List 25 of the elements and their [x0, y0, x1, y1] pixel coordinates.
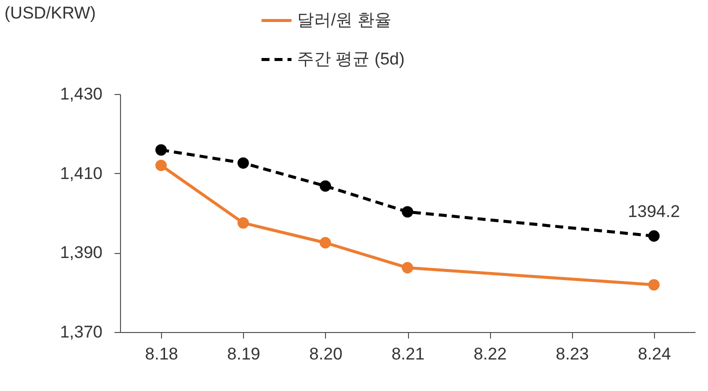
legend-label: 주간 평균 (5d): [297, 50, 405, 68]
point: [238, 157, 249, 169]
point: [648, 230, 660, 242]
y-tick-label: 1,370: [60, 322, 102, 342]
point: [402, 206, 414, 218]
x-tick-label: 8.19: [227, 344, 260, 364]
annotation: 1394.2: [628, 202, 680, 222]
x-tick-label: 8.21: [391, 344, 425, 364]
point: [155, 144, 167, 156]
point: [320, 180, 332, 192]
point: [648, 279, 660, 290]
point: [155, 160, 167, 172]
x-tick-label: 8.20: [309, 344, 342, 364]
point: [320, 237, 332, 248]
y-tick-label: 1,390: [60, 243, 102, 262]
x-tick-label: 8.24: [638, 344, 671, 364]
y-tick-label: 1,410: [60, 164, 102, 183]
y-tick-label: 1,430: [60, 84, 102, 104]
x-tick-label: 8.23: [556, 344, 589, 364]
point: [402, 262, 414, 274]
y-axis-title: (USD/KRW): [4, 4, 96, 22]
point: [238, 217, 249, 229]
x-tick-label: 8.22: [474, 344, 507, 364]
legend-label: 달러/원 환율: [297, 10, 392, 30]
x-tick-label: 8.18: [145, 344, 178, 364]
